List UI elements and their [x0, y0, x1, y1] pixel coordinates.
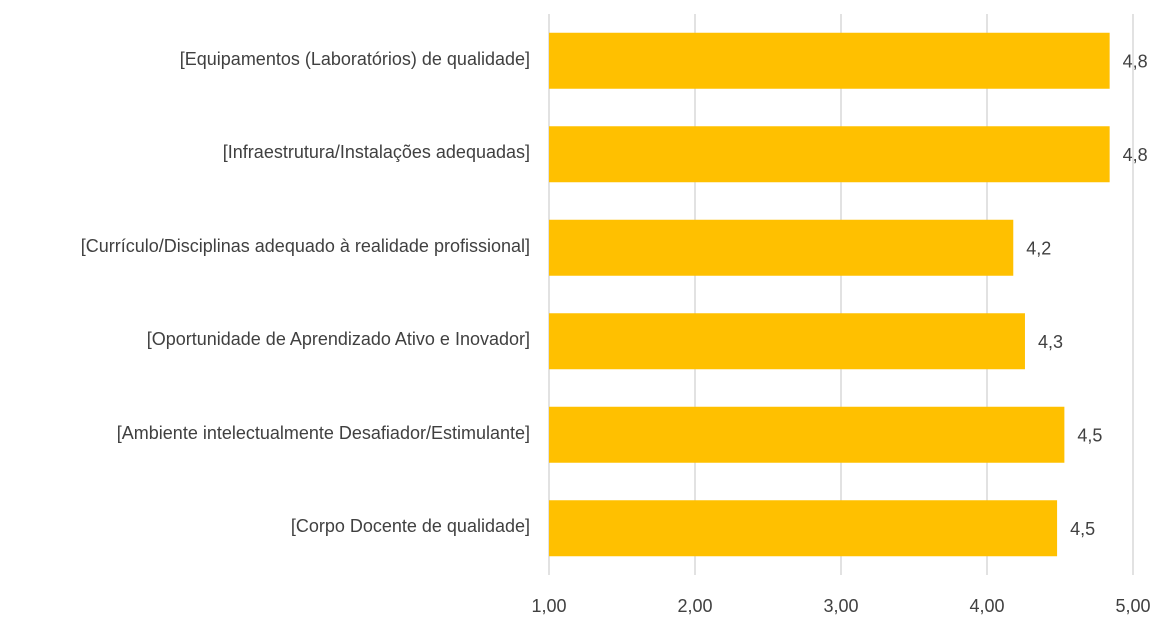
category-text: [Equipamentos (Laboratórios) de qualidad… — [179, 48, 530, 69]
data-label: 4,2 — [1026, 239, 1051, 259]
category-label: [Corpo Docente de qualidade] — [5, 514, 530, 538]
x-tick-label: 3,00 — [823, 596, 858, 616]
data-label: 4,8 — [1123, 52, 1148, 72]
category-label: [Oportunidade de Aprendizado Ativo e Ino… — [5, 327, 530, 351]
category-text: [Oportunidade de Aprendizado Ativo e Ino… — [146, 329, 530, 350]
bar — [549, 500, 1058, 557]
category-label: [Currículo/Disciplinas adequado à realid… — [5, 234, 530, 258]
category-label: [Infraestrutura/Instalações adequadas] — [5, 140, 530, 164]
bar — [549, 406, 1065, 463]
category-text: [Currículo/Disciplinas adequado à realid… — [80, 235, 530, 256]
data-label: 4,5 — [1077, 426, 1102, 446]
category-label: [Ambiente intelectualmente Desafiador/Es… — [5, 421, 530, 445]
x-tick-label: 2,00 — [677, 596, 712, 616]
x-tick-label: 4,00 — [969, 596, 1004, 616]
bar — [549, 313, 1025, 370]
category-label: [Equipamentos (Laboratórios) de qualidad… — [5, 47, 530, 71]
category-text: [Corpo Docente de qualidade] — [290, 516, 530, 537]
category-text: [Infraestrutura/Instalações adequadas] — [222, 142, 530, 163]
x-tick-label: 1,00 — [531, 596, 566, 616]
data-label: 4,3 — [1038, 332, 1063, 352]
x-tick-label: 5,00 — [1115, 596, 1150, 616]
data-label: 4,5 — [1070, 519, 1095, 539]
data-label: 4,8 — [1123, 145, 1148, 165]
bar — [549, 219, 1014, 276]
category-text: [Ambiente intelectualmente Desafiador/Es… — [116, 422, 530, 443]
bar — [549, 126, 1110, 183]
bar — [549, 32, 1110, 89]
